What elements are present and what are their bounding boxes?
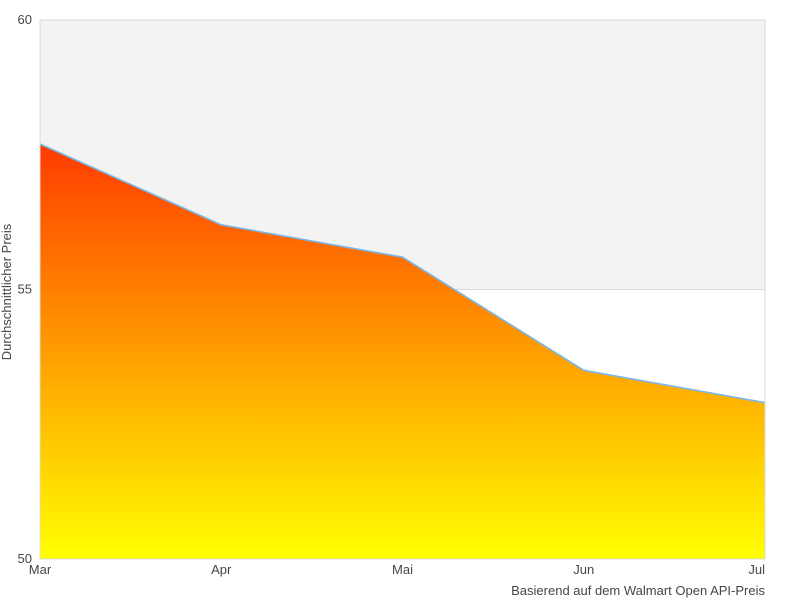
svg-text:55: 55 (18, 282, 32, 297)
svg-text:60: 60 (18, 12, 32, 27)
svg-text:Apr: Apr (211, 562, 232, 577)
svg-text:Mar: Mar (29, 562, 52, 577)
svg-text:Mai: Mai (392, 562, 413, 577)
svg-text:Durchschnittlicher Preis: Durchschnittlicher Preis (0, 223, 14, 360)
svg-text:Jun: Jun (573, 562, 594, 577)
svg-text:Basierend auf dem Walmart Open: Basierend auf dem Walmart Open API-Preis (511, 583, 765, 598)
svg-text:Jul: Jul (748, 562, 765, 577)
